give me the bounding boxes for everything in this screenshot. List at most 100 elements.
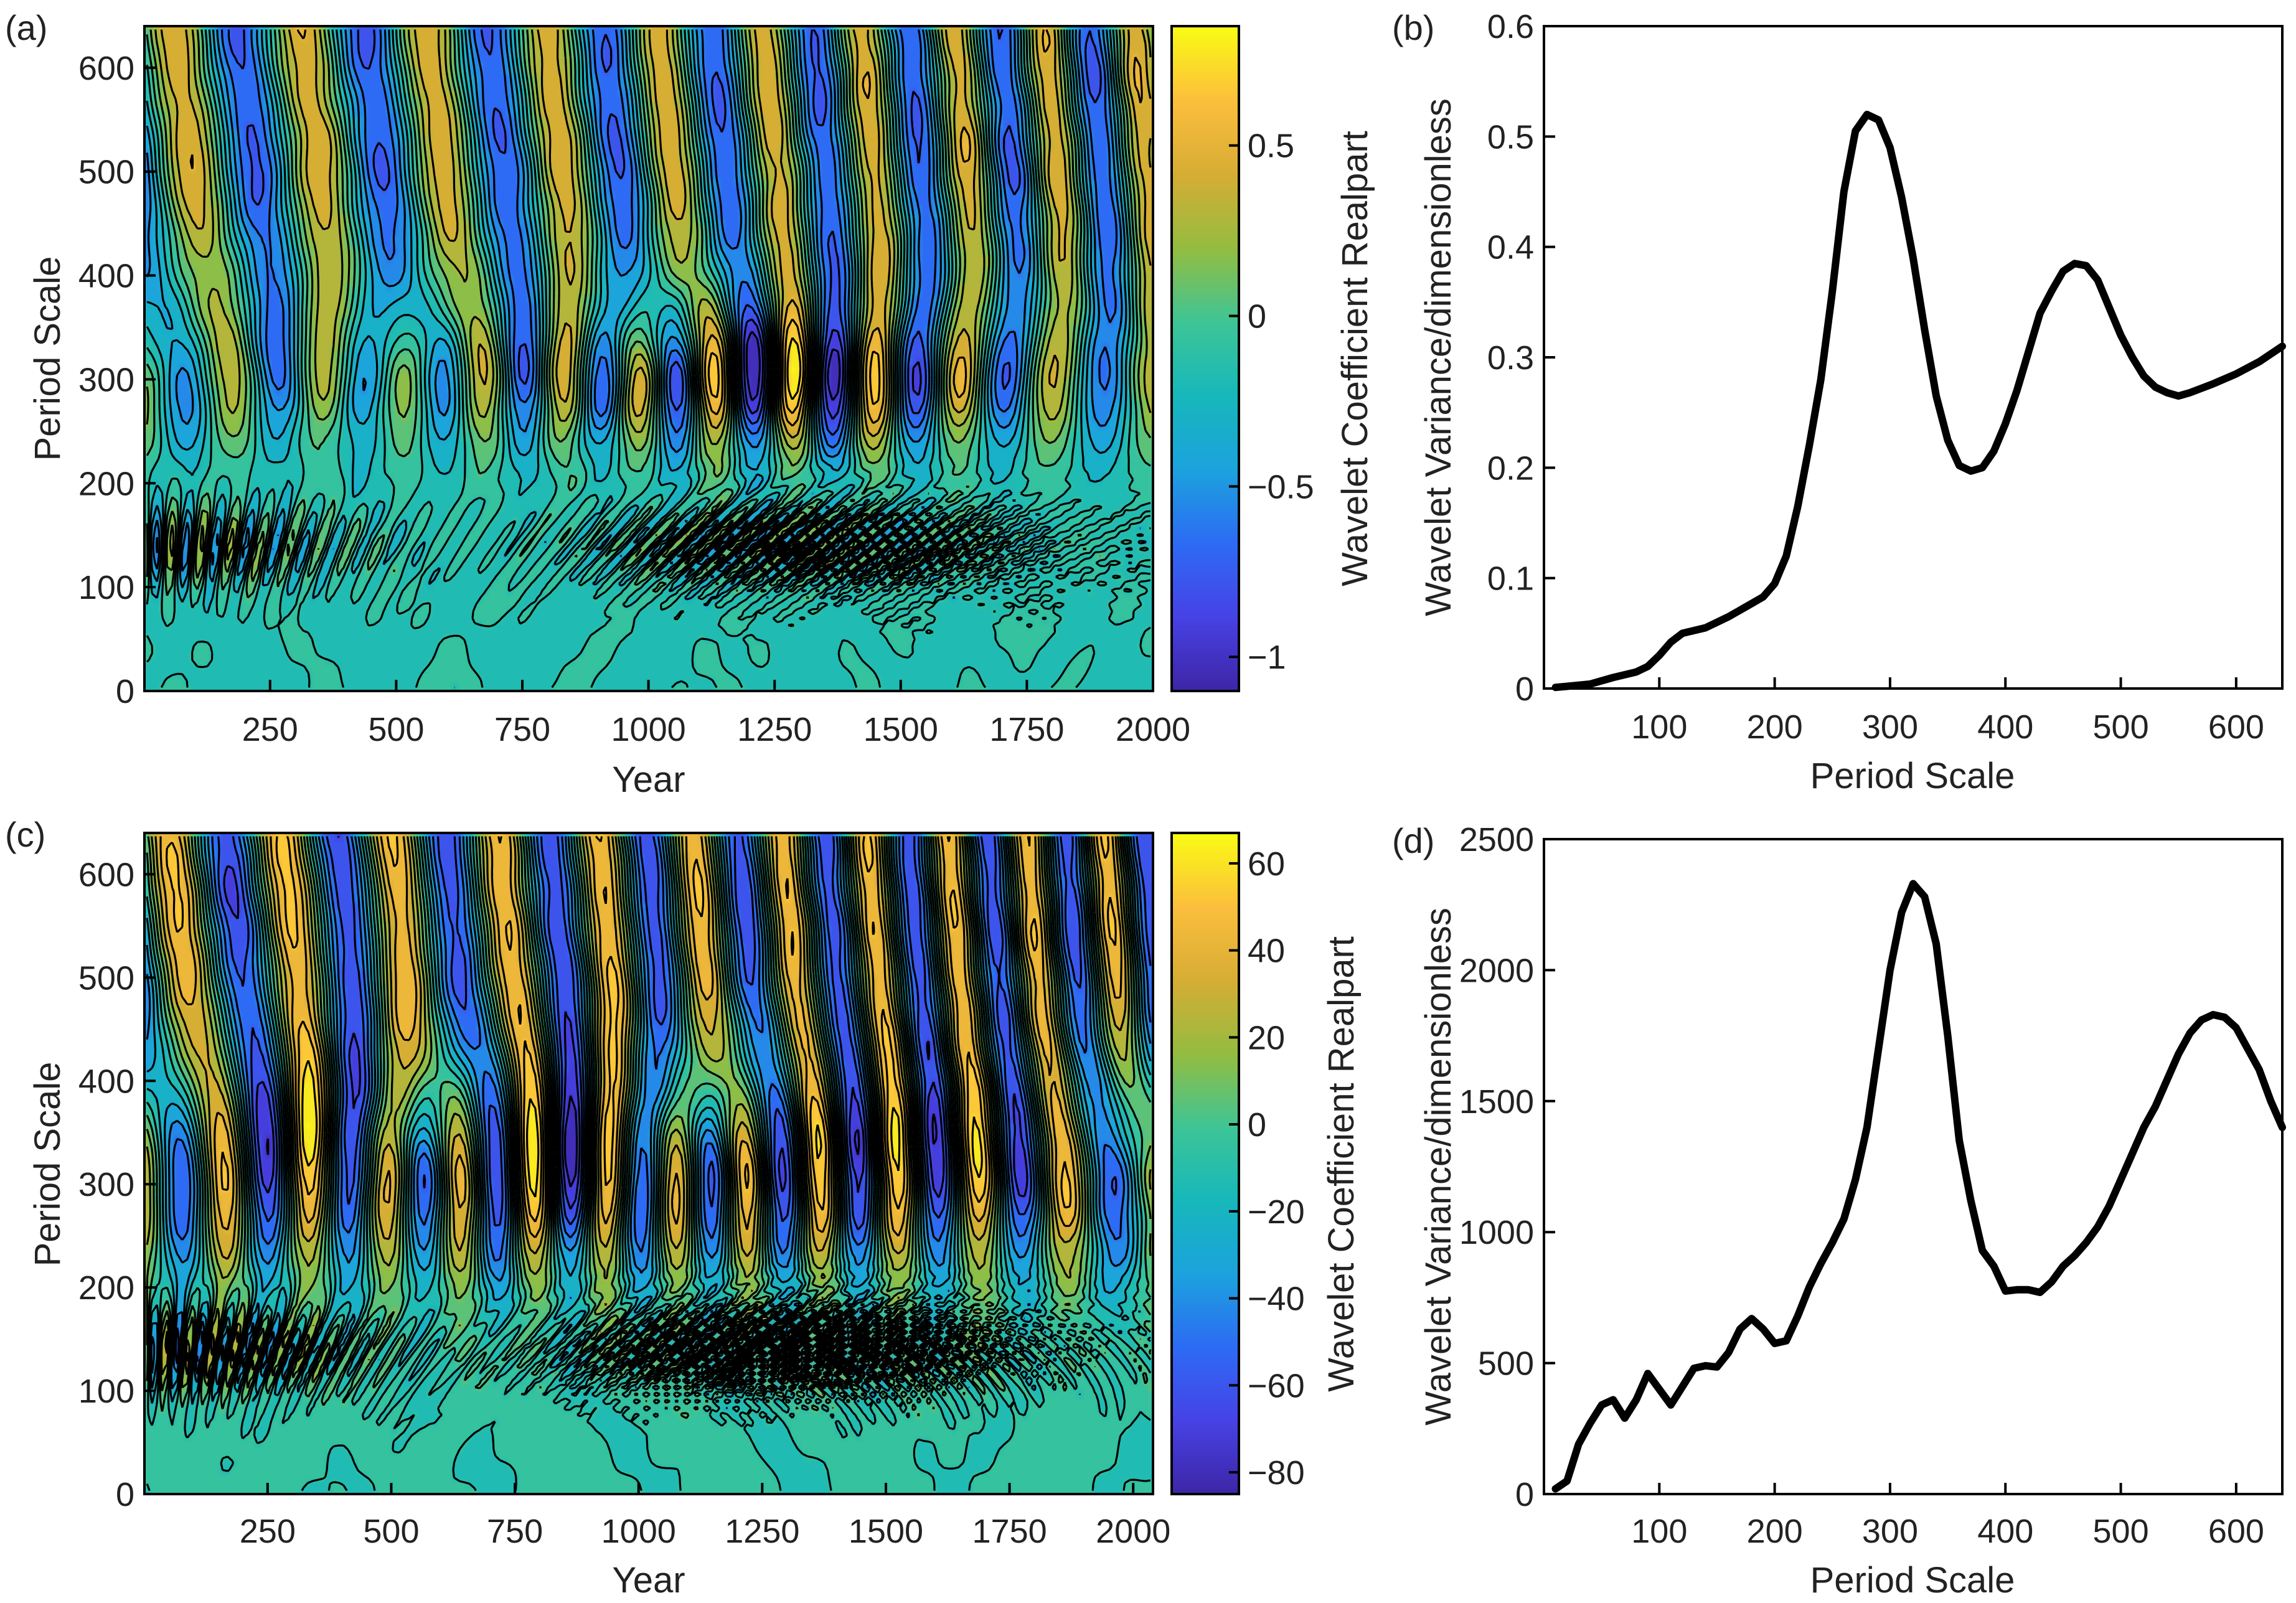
panel-a-y-axis-label: Period Scale	[27, 256, 68, 461]
panel-c-y-tick-label: 600	[78, 856, 134, 893]
panel-a-x-tick-label: 750	[494, 711, 550, 748]
panel-b-variance-line: (b) 100 200 300 400 500 600 0 0.1	[1392, 8, 2286, 796]
panel-d-y-tick-label: 500	[1478, 1345, 1534, 1383]
panel-a-contour-level-9	[146, 29, 1151, 599]
panel-a-contour-level-8	[146, 29, 1152, 689]
panel-a-contour-level-10	[146, 29, 1152, 582]
panel-c-colorbar-tick-label: −80	[1248, 1454, 1305, 1492]
panel-c-contour-level-13	[159, 836, 1122, 1354]
panel-c-y-tick-label: 500	[78, 959, 134, 997]
panel-a-x-ticks: 250 500 750 1000 1250 1500 1750 2000	[242, 680, 1190, 748]
panel-b-y-tick-label: 0	[1515, 670, 1534, 708]
panel-a-x-tick-label: 1750	[989, 711, 1064, 748]
panel-d-y-tick-label: 2500	[1459, 821, 1534, 858]
panel-a-contour-level-12	[160, 29, 1152, 439]
panel-c-label: (c)	[5, 815, 45, 854]
panel-a-contour-level-4	[155, 29, 1118, 553]
panel-d-x-ticks: 100 200 300 400 500 600	[1631, 1483, 2264, 1550]
panel-a-x-tick-label: 250	[242, 711, 298, 748]
panel-d-variance-line: (d) 100 200 300 400 500 600 0 500 100	[1392, 821, 2286, 1601]
panel-a-contour-level-14	[707, 318, 881, 415]
panel-c-colorbar-tick-label: −40	[1248, 1281, 1305, 1318]
panel-c-colorbar-tick-label: 0	[1248, 1106, 1266, 1144]
panel-c-contour-level-6	[146, 836, 1152, 1396]
panel-b-variance-curve	[1551, 110, 2286, 692]
panel-a-y-tick-label: 300	[78, 361, 134, 398]
panel-d-x-tick-label: 100	[1631, 1513, 1687, 1550]
panel-a-y-tick-label: 200	[78, 465, 134, 502]
panel-a-colorbar: 0.5 0 −0.5 −1 Wavelet Coefficient Realpa…	[1170, 25, 1375, 692]
panel-d-x-tick-label: 200	[1747, 1513, 1803, 1550]
panel-a-y-tick-label: 500	[78, 154, 134, 191]
panel-c-heatmap	[144, 833, 1153, 1494]
panel-a-contour-level-1	[745, 331, 841, 402]
panel-a-contour-level-7	[146, 29, 1147, 614]
panel-a-contour-level-6	[146, 29, 1127, 588]
panel-c-contour-lines	[146, 835, 1152, 1492]
panel-a-y-tick-label: 0	[116, 673, 134, 710]
panel-a-colorbar-label: Wavelet Coefficient Realpart	[1335, 131, 1375, 586]
panel-c-x-tick-label: 1000	[601, 1513, 676, 1550]
panel-c-colorbar-gradient	[1172, 833, 1239, 1494]
panel-d-y-tick-label: 1500	[1459, 1083, 1534, 1121]
panel-b-x-axis-label: Period Scale	[1810, 756, 2015, 796]
panel-b-y-tick-label: 0.1	[1487, 560, 1534, 598]
panel-a-contour-level-5	[146, 29, 1123, 572]
panel-a-contour-lines	[146, 29, 1152, 689]
panel-c-colorbar-frame	[1170, 832, 1240, 1495]
panel-d-x-tick-label: 600	[2208, 1513, 2264, 1550]
panel-c-x-tick-label: 1750	[972, 1513, 1047, 1550]
panel-a-y-tick-label: 600	[78, 50, 134, 87]
panel-c-y-axis-label: Period Scale	[27, 1062, 68, 1267]
panel-a-x-tick-label: 500	[368, 711, 424, 748]
panel-c-y-tick-label: 100	[78, 1373, 134, 1410]
panel-b-y-ticks: 0 0.1 0.2 0.3 0.4 0.5 0.6	[1487, 8, 1555, 708]
panel-c-y-tick-label: 200	[78, 1269, 134, 1307]
panel-d-y-tick-label: 1000	[1459, 1214, 1534, 1251]
panel-c-x-tick-label: 1250	[725, 1513, 799, 1550]
panel-b-y-tick-label: 0.4	[1487, 229, 1534, 266]
panel-a-contour-level-15	[786, 337, 802, 400]
panel-c-x-tick-label: 250	[240, 1513, 296, 1550]
panel-c-contour-level-14	[166, 835, 1117, 1223]
panel-a-colorbar-frame	[1170, 25, 1240, 692]
panel-a-colorbar-gradient	[1172, 26, 1239, 691]
panel-c-x-axis-label: Year	[612, 1560, 685, 1601]
panel-a-contour-level-13	[189, 29, 1143, 427]
panel-b-y-axis-label: Wavelet Variance/dimensionless	[1418, 98, 1459, 616]
panel-a-contour-level-3	[227, 29, 1102, 436]
panel-a-heatmap	[144, 26, 1153, 691]
panel-c-colorbar-tick-label: 20	[1248, 1019, 1285, 1056]
panel-b-x-tick-label: 100	[1631, 708, 1687, 746]
panel-c-contour-level-11	[146, 836, 1152, 1382]
panel-c-axes-box	[143, 832, 1154, 1495]
panel-d-variance-curve	[1551, 880, 2286, 1493]
panel-a-label: (a)	[5, 8, 47, 47]
panel-c-contour-level-12	[154, 836, 1127, 1375]
panel-b-x-tick-label: 600	[2208, 708, 2264, 746]
panel-c-wavelet-contour: (c) 250 500 750 1000 1250 1500 1750 2000	[5, 815, 1362, 1601]
panel-a-contour-level-2	[743, 318, 922, 420]
panel-a-colorbar-tick-label: 0.5	[1248, 128, 1294, 165]
panel-c-colorbar-tick-label: −20	[1248, 1193, 1305, 1231]
panel-a-x-tick-label: 1500	[863, 711, 938, 748]
panel-c-colorbar-tick-label: 60	[1248, 845, 1285, 883]
panel-c-contour-level-2	[223, 835, 1028, 1210]
panel-a-y-ticks: 0 100 200 300 400 500 600	[78, 50, 156, 710]
panel-d-label: (d)	[1392, 821, 1434, 860]
panel-c-contour-level-8	[146, 836, 1152, 1492]
panel-a-colorbar-tick-label: −1	[1248, 639, 1286, 676]
panel-d-y-tick-label: 2000	[1459, 952, 1534, 989]
panel-b-y-tick-label: 0.2	[1487, 449, 1534, 487]
panel-c-contour-level-1	[266, 1095, 938, 1188]
panel-d-x-tick-label: 300	[1862, 1513, 1918, 1550]
panel-c-y-tick-label: 400	[78, 1063, 134, 1100]
panel-c-contour-level-5	[146, 836, 1152, 1375]
panel-d-x-tick-label: 400	[1977, 1513, 2033, 1550]
panel-c-x-tick-label: 1500	[849, 1513, 923, 1550]
panel-d-axes-box	[1543, 838, 2284, 1495]
panel-b-y-tick-label: 0.3	[1487, 339, 1534, 377]
panel-b-axes-box	[1543, 25, 2284, 690]
panel-c-contour-level-15	[301, 1060, 983, 1198]
panel-d-y-ticks: 0 500 1000 1500 2000 2500	[1459, 821, 1555, 1513]
